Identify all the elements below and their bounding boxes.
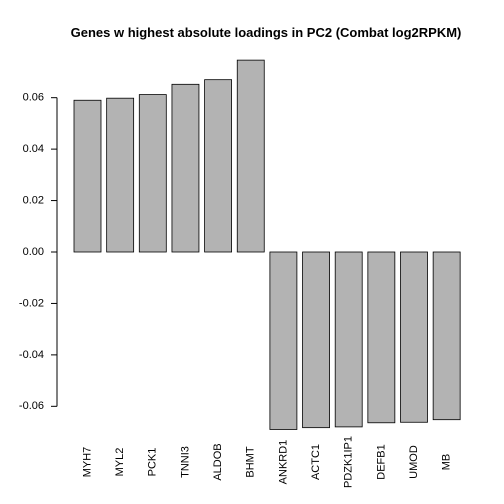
bar-tnni3: [171, 83, 200, 253]
chart-title: Genes w highest absolute loadings in PC2…: [71, 25, 462, 40]
x-tick-label-bhmt: BHMT: [245, 446, 257, 477]
x-tick-label-defb1: DEFB1: [375, 444, 387, 479]
x-tick-label-pdzk1ip1: PDZK1IP1: [343, 436, 355, 488]
bar-mb: [432, 251, 461, 421]
x-tick-label-myl2: MYL2: [114, 448, 126, 477]
x-tick-label-myh7: MYH7: [81, 447, 93, 478]
x-tick-label-umod: UMOD: [408, 445, 420, 479]
bar-ankrd1: [269, 251, 298, 430]
bar-actc1: [302, 251, 330, 429]
x-tick-label-pck1: PCK1: [147, 448, 159, 477]
bar-pck1: [138, 94, 167, 253]
bar-myh7: [73, 99, 102, 253]
y-tick-label: -0.02: [19, 297, 44, 309]
y-tick-label: -0.04: [19, 349, 44, 361]
y-tick-label: 0.00: [23, 246, 44, 258]
bar-bhmt: [236, 59, 265, 253]
bar-myl2: [106, 97, 135, 253]
y-tick-label: -0.06: [19, 400, 44, 412]
bar-aldob: [204, 79, 233, 253]
bar-defb1: [367, 251, 396, 424]
x-tick-label-ankrd1: ANKRD1: [277, 440, 289, 485]
bar-umod: [400, 251, 428, 423]
x-axis-labels: MYH7 MYL2 PCK1 TNNI3 ALDOB BHMT ANKRD1 ACTC1 PDZ…: [81, 436, 452, 488]
bar-pdzk1ip1: [334, 251, 363, 428]
y-axis: 0.06 0.04 0.02 0.00 -0.02 -0.04 -0.06: [19, 92, 58, 412]
x-tick-label-aldob: ALDOB: [212, 443, 224, 480]
x-tick-label-tnni3: TNNI3: [179, 446, 191, 478]
x-tick-label-mb: MB: [441, 454, 453, 471]
y-tick-label: 0.06: [23, 92, 44, 104]
bars: [73, 59, 461, 430]
x-tick-label-actc1: ACTC1: [310, 444, 322, 480]
y-tick-label: 0.02: [23, 194, 44, 206]
y-tick-label: 0.04: [23, 143, 44, 155]
